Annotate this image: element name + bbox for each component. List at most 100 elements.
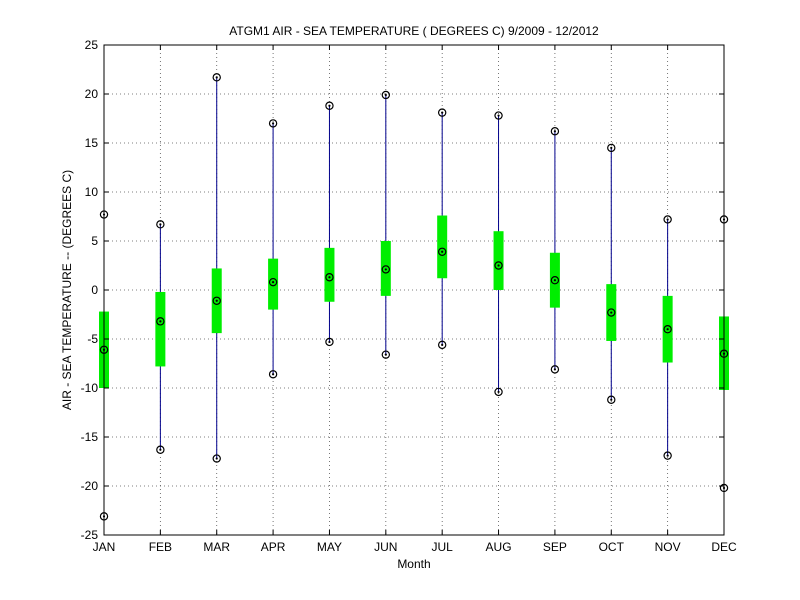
y-axis-label: AIR - SEA TEMPERATURE -- (DEGREES C) xyxy=(60,170,74,410)
x-tick-label: JUL xyxy=(432,540,454,554)
median-marker xyxy=(268,277,278,287)
y-tick-label: 10 xyxy=(85,185,99,199)
max-marker-dot xyxy=(666,218,669,221)
y-tick-label: -10 xyxy=(81,381,99,395)
min-marker-dot xyxy=(610,398,613,401)
min-marker-dot xyxy=(271,373,275,376)
median-marker xyxy=(607,308,616,317)
y-tick-label: -20 xyxy=(81,479,99,493)
box-oct xyxy=(606,143,617,404)
median-marker-dot xyxy=(328,276,331,279)
median-marker xyxy=(381,265,391,274)
max-marker-dot xyxy=(384,93,387,97)
iqr-box xyxy=(324,247,335,302)
min-marker xyxy=(663,451,672,460)
chart-title: ATGM1 AIR - SEA TEMPERATURE ( DEGREES C)… xyxy=(229,24,599,38)
median-marker xyxy=(494,261,503,270)
y-tick-label: 15 xyxy=(85,136,99,150)
y-tick-label: -5 xyxy=(87,332,98,346)
min-marker-dot xyxy=(666,454,669,457)
median-marker-dot xyxy=(666,328,669,331)
box-mar xyxy=(211,73,222,463)
median-marker-dot xyxy=(215,299,218,302)
y-tick-label: 20 xyxy=(85,87,99,101)
min-marker xyxy=(437,340,447,350)
median-marker-dot xyxy=(159,320,162,323)
max-marker-dot xyxy=(610,146,613,149)
iqr-box xyxy=(268,258,279,310)
x-tick-label: NOV xyxy=(655,540,681,554)
median-marker-dot xyxy=(384,268,387,271)
box-sep xyxy=(549,127,560,374)
max-marker-dot xyxy=(159,223,162,226)
y-tick-label: -25 xyxy=(81,528,99,542)
x-tick-label: OCT xyxy=(599,540,625,554)
median-marker xyxy=(550,276,560,285)
median-marker-dot xyxy=(441,250,444,253)
min-marker-dot xyxy=(497,390,500,394)
min-marker-dot xyxy=(159,448,162,451)
min-marker-dot xyxy=(384,353,387,356)
x-tick-label: DEC xyxy=(711,540,737,554)
min-marker-dot xyxy=(328,340,331,344)
x-tick-label: SEP xyxy=(543,540,567,554)
min-marker xyxy=(268,370,278,379)
box-may xyxy=(324,101,335,347)
axes: -25 -20 -15 -10 -5 0 5 10 15 20 25 JAN FEB MAR APR MAY J… xyxy=(81,38,737,554)
max-marker xyxy=(607,143,616,153)
max-marker-dot xyxy=(497,114,500,117)
median-marker-dot xyxy=(553,279,557,282)
iqr-box xyxy=(155,291,166,367)
min-marker xyxy=(212,454,221,463)
x-tick-label: AUG xyxy=(486,540,512,554)
x-tick-label: FEB xyxy=(149,540,172,554)
max-marker xyxy=(268,119,278,128)
box-apr xyxy=(268,119,279,379)
median-marker-dot xyxy=(610,311,613,314)
max-marker xyxy=(325,101,334,110)
box-feb xyxy=(155,220,166,454)
y-tick-label: 0 xyxy=(91,283,98,297)
median-marker-dot xyxy=(497,264,500,267)
max-marker xyxy=(550,127,560,136)
max-marker-dot xyxy=(215,76,218,79)
median-marker xyxy=(325,273,334,282)
median-marker xyxy=(437,247,447,256)
x-axis-label: Month xyxy=(397,557,430,571)
median-marker xyxy=(663,325,672,334)
min-marker-dot xyxy=(553,368,557,371)
max-marker-dot xyxy=(441,111,444,114)
x-tick-label: MAY xyxy=(317,540,342,554)
x-tick-label: APR xyxy=(261,540,286,554)
x-tick-label: JUN xyxy=(374,540,397,554)
min-marker xyxy=(381,350,391,359)
box-nov xyxy=(662,215,673,460)
x-tick-label: JAN xyxy=(93,540,116,554)
max-marker-dot xyxy=(271,122,275,125)
max-marker xyxy=(381,90,391,100)
max-marker xyxy=(212,73,221,82)
min-marker xyxy=(494,387,503,397)
box-jun xyxy=(380,90,391,359)
max-marker-dot xyxy=(328,104,331,107)
min-marker xyxy=(607,395,616,404)
min-marker xyxy=(156,445,165,454)
min-marker-dot xyxy=(441,343,444,346)
y-tick-label: 25 xyxy=(85,38,99,52)
box-jul xyxy=(437,108,448,350)
box-aug xyxy=(493,111,504,397)
median-marker xyxy=(212,296,221,305)
iqr-box xyxy=(493,231,504,290)
max-marker xyxy=(437,108,447,117)
min-marker xyxy=(325,337,334,347)
median-marker-dot xyxy=(271,281,275,284)
max-marker xyxy=(663,215,672,224)
max-marker xyxy=(494,111,503,120)
max-marker xyxy=(156,220,165,229)
y-tick-label: -15 xyxy=(81,430,99,444)
min-marker-dot xyxy=(215,457,218,460)
x-tick-label: MAR xyxy=(203,540,230,554)
iqr-box xyxy=(437,215,448,279)
max-marker-dot xyxy=(553,130,557,133)
